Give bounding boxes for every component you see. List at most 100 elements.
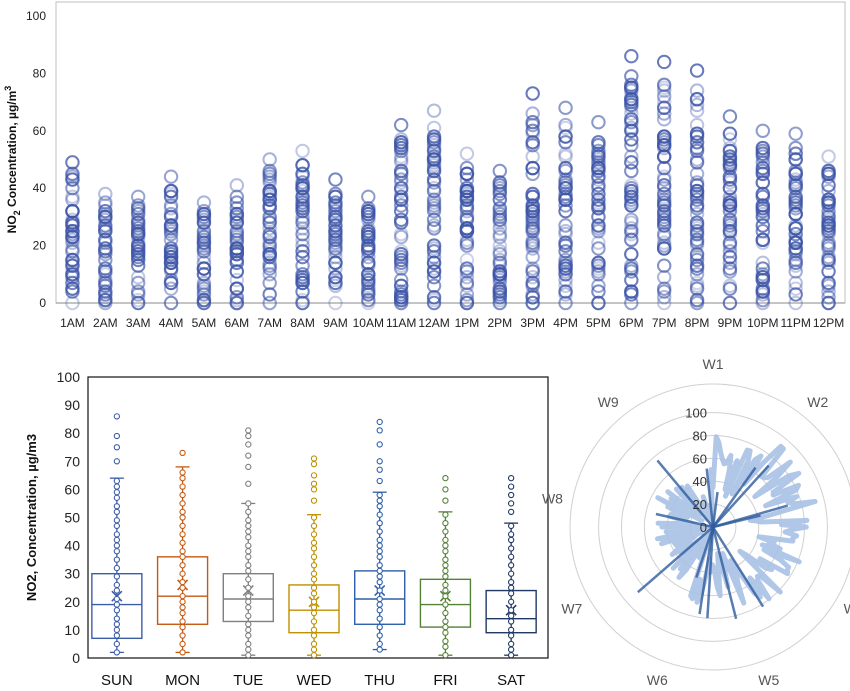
data-point	[459, 278, 475, 293]
data-point	[492, 206, 508, 222]
data-point	[328, 261, 343, 276]
data-point	[755, 218, 771, 233]
data-point	[442, 629, 449, 636]
data-point	[507, 626, 515, 634]
data-point	[656, 269, 672, 285]
data-point	[113, 607, 121, 614]
data-point	[229, 178, 245, 193]
data-point	[113, 564, 121, 572]
mean-marker	[439, 590, 451, 602]
data-point	[788, 281, 803, 296]
data-point	[113, 601, 121, 608]
data-point	[507, 531, 515, 538]
data-point	[98, 235, 113, 250]
data-point	[163, 209, 179, 225]
outlier-point	[113, 413, 121, 420]
data-point	[689, 97, 705, 113]
data-point	[525, 261, 540, 276]
data-point	[442, 562, 449, 569]
data-point	[262, 192, 277, 207]
data-point	[591, 155, 606, 170]
data-point	[492, 201, 508, 216]
data-point	[788, 178, 803, 193]
mean-marker	[374, 584, 386, 597]
data-point	[591, 224, 606, 239]
data-point	[492, 226, 508, 242]
outlier-point	[113, 444, 121, 451]
data-point	[130, 292, 146, 308]
data-point	[295, 195, 310, 210]
data-point	[788, 258, 803, 273]
data-point	[113, 536, 121, 544]
data-point	[196, 215, 212, 230]
x-tick-label: 9AM	[323, 316, 348, 330]
data-point	[163, 186, 179, 202]
iqr-box	[91, 573, 143, 640]
data-point	[262, 295, 277, 311]
data-point	[361, 284, 376, 299]
radar-axis-label: W6	[647, 672, 668, 688]
data-point	[492, 281, 508, 296]
data-point	[130, 275, 146, 291]
radar-series-dark	[698, 526, 715, 615]
radar-series-dark	[711, 491, 719, 528]
data-point	[163, 218, 179, 233]
data-point	[755, 123, 771, 139]
data-point	[262, 247, 277, 262]
data-point	[328, 241, 343, 256]
data-point	[492, 221, 508, 236]
data-point	[310, 646, 318, 653]
data-point	[65, 172, 80, 187]
data-point	[624, 106, 639, 121]
data-point	[442, 587, 449, 594]
data-point	[689, 247, 705, 262]
hour-point-group	[393, 117, 409, 311]
data-point	[722, 224, 738, 239]
hour-point-group	[196, 195, 212, 311]
data-point	[624, 247, 639, 262]
data-point	[376, 503, 383, 510]
data-point	[558, 178, 573, 193]
data-point	[459, 287, 475, 302]
data-point	[393, 132, 409, 147]
data-point	[328, 203, 343, 219]
data-point	[245, 517, 252, 524]
data-point	[525, 232, 540, 248]
hour-point-group	[591, 114, 606, 311]
data-point	[492, 255, 508, 271]
data-point	[525, 221, 540, 236]
data-point	[245, 548, 252, 555]
data-point	[426, 103, 442, 118]
data-point	[821, 192, 836, 207]
data-point	[656, 169, 672, 184]
data-point	[393, 166, 409, 182]
data-point	[393, 152, 409, 167]
data-point	[376, 573, 383, 580]
data-point	[245, 598, 252, 605]
data-point	[558, 218, 573, 233]
data-point	[525, 295, 540, 311]
data-point	[426, 278, 442, 293]
data-point	[310, 609, 318, 617]
data-point	[179, 508, 186, 516]
data-point	[376, 601, 383, 608]
data-point	[558, 120, 573, 136]
data-point	[442, 511, 449, 518]
data-point	[65, 244, 80, 259]
data-point	[788, 140, 803, 156]
data-point	[262, 275, 277, 291]
hour-point-group	[295, 143, 310, 311]
data-point	[788, 146, 803, 161]
data-point	[130, 206, 146, 222]
x-tick-label: 10AM	[353, 316, 384, 330]
data-point	[442, 567, 449, 575]
data-point	[130, 206, 146, 222]
data-point	[656, 178, 672, 193]
data-point	[65, 275, 80, 291]
x-tick-label: 8PM	[685, 316, 710, 330]
data-point	[163, 201, 179, 216]
data-point	[656, 83, 672, 98]
data-point	[262, 169, 277, 184]
data-point	[821, 290, 836, 305]
data-point	[245, 522, 252, 530]
